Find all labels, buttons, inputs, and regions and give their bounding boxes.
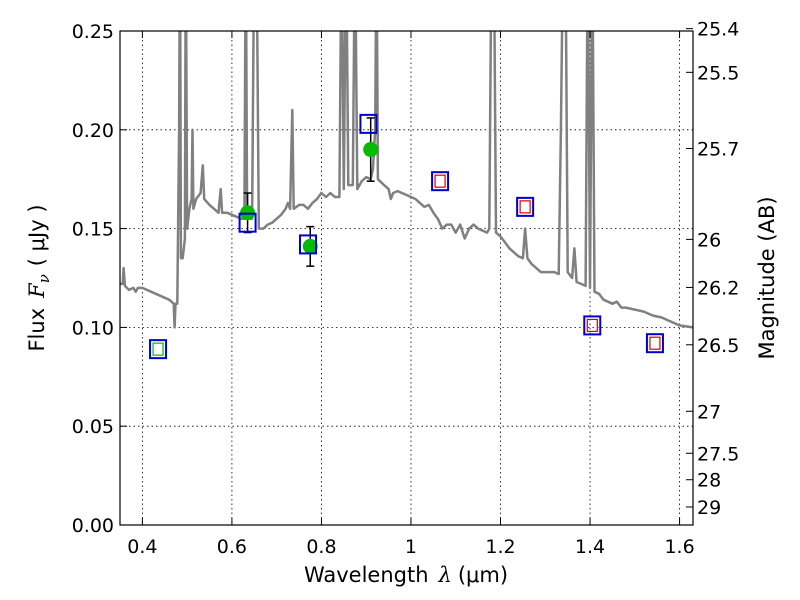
y-tick-label: 0.20 xyxy=(72,120,114,142)
model-box-outer xyxy=(583,315,602,336)
x-tick-label: 0.6 xyxy=(217,536,247,558)
y2-tick-label: 27.5 xyxy=(697,443,739,465)
y-tick-label: 0.10 xyxy=(72,317,114,339)
y2-tick-label: 26 xyxy=(697,229,721,251)
model-box-outer xyxy=(359,113,378,134)
x-tick-label: 0.8 xyxy=(306,536,336,558)
x-tick-label: 1.2 xyxy=(485,536,515,558)
model-box-inner xyxy=(519,200,531,214)
x-tick-label: 1.4 xyxy=(575,536,605,558)
y-axis-label-text: Flux xyxy=(25,308,49,352)
model-box-outer xyxy=(645,333,664,354)
model-box-inner xyxy=(434,174,446,188)
observed-point xyxy=(363,142,379,158)
y-tick-label: 0.05 xyxy=(72,416,114,438)
y-axis-label: Flux Fν ( μJy ) xyxy=(25,204,53,351)
y2-tick-label: 26.2 xyxy=(697,277,739,299)
y-axis-label-unit: ( μJy ) xyxy=(25,204,49,266)
x-axis-label: Wavelength λ (μm) xyxy=(304,563,508,587)
model-box-outer xyxy=(238,212,257,233)
model-box-inner xyxy=(649,336,661,350)
y2-tick-label: 29 xyxy=(697,497,721,519)
plot-frame xyxy=(119,30,694,526)
model-box-outer xyxy=(431,171,450,192)
y2-axis-label: Magnitude (AB) xyxy=(755,196,779,359)
y2-tick-label: 25.4 xyxy=(697,19,739,41)
model-box-outer xyxy=(516,196,535,217)
model-box-outer xyxy=(149,339,168,360)
y2-tick-label: 28 xyxy=(697,470,721,492)
x-axis-label-symbol: λ xyxy=(438,563,452,587)
model-box-outer xyxy=(299,234,318,255)
marker-layer xyxy=(149,113,664,360)
plot-background xyxy=(120,31,693,525)
y2-tick-label: 27 xyxy=(697,401,721,423)
y-tick-label: 0.00 xyxy=(72,515,114,537)
ticks: 0.4 0.6 0.8 1 1.2 1.4 1.6 0.00 0.05 0.10 0.15 0.20 0… xyxy=(72,19,740,558)
y2-tick-label: 25.5 xyxy=(697,62,739,84)
observed-point xyxy=(302,238,318,254)
x-tick-label: 0.4 xyxy=(127,536,157,558)
y2-tick-label: 26.5 xyxy=(697,335,739,357)
y-tick-label: 0.15 xyxy=(72,219,114,241)
x-axis-label-unit: (μm) xyxy=(458,563,508,587)
data-layer xyxy=(120,31,693,329)
x-axis-label-text: Wavelength xyxy=(304,563,429,587)
x-tick-label: 1 xyxy=(405,536,417,558)
y-axis-label-subscript: ν xyxy=(35,274,53,283)
spectrum-line xyxy=(120,31,693,329)
y2-tick-label: 25.7 xyxy=(697,138,739,160)
y-tick-label: 0.25 xyxy=(72,21,114,43)
model-box-inner xyxy=(152,342,164,356)
model-box-inner xyxy=(586,318,598,333)
y-axis-label-symbol: F xyxy=(25,282,49,299)
x-tick-label: 1.6 xyxy=(664,536,694,558)
